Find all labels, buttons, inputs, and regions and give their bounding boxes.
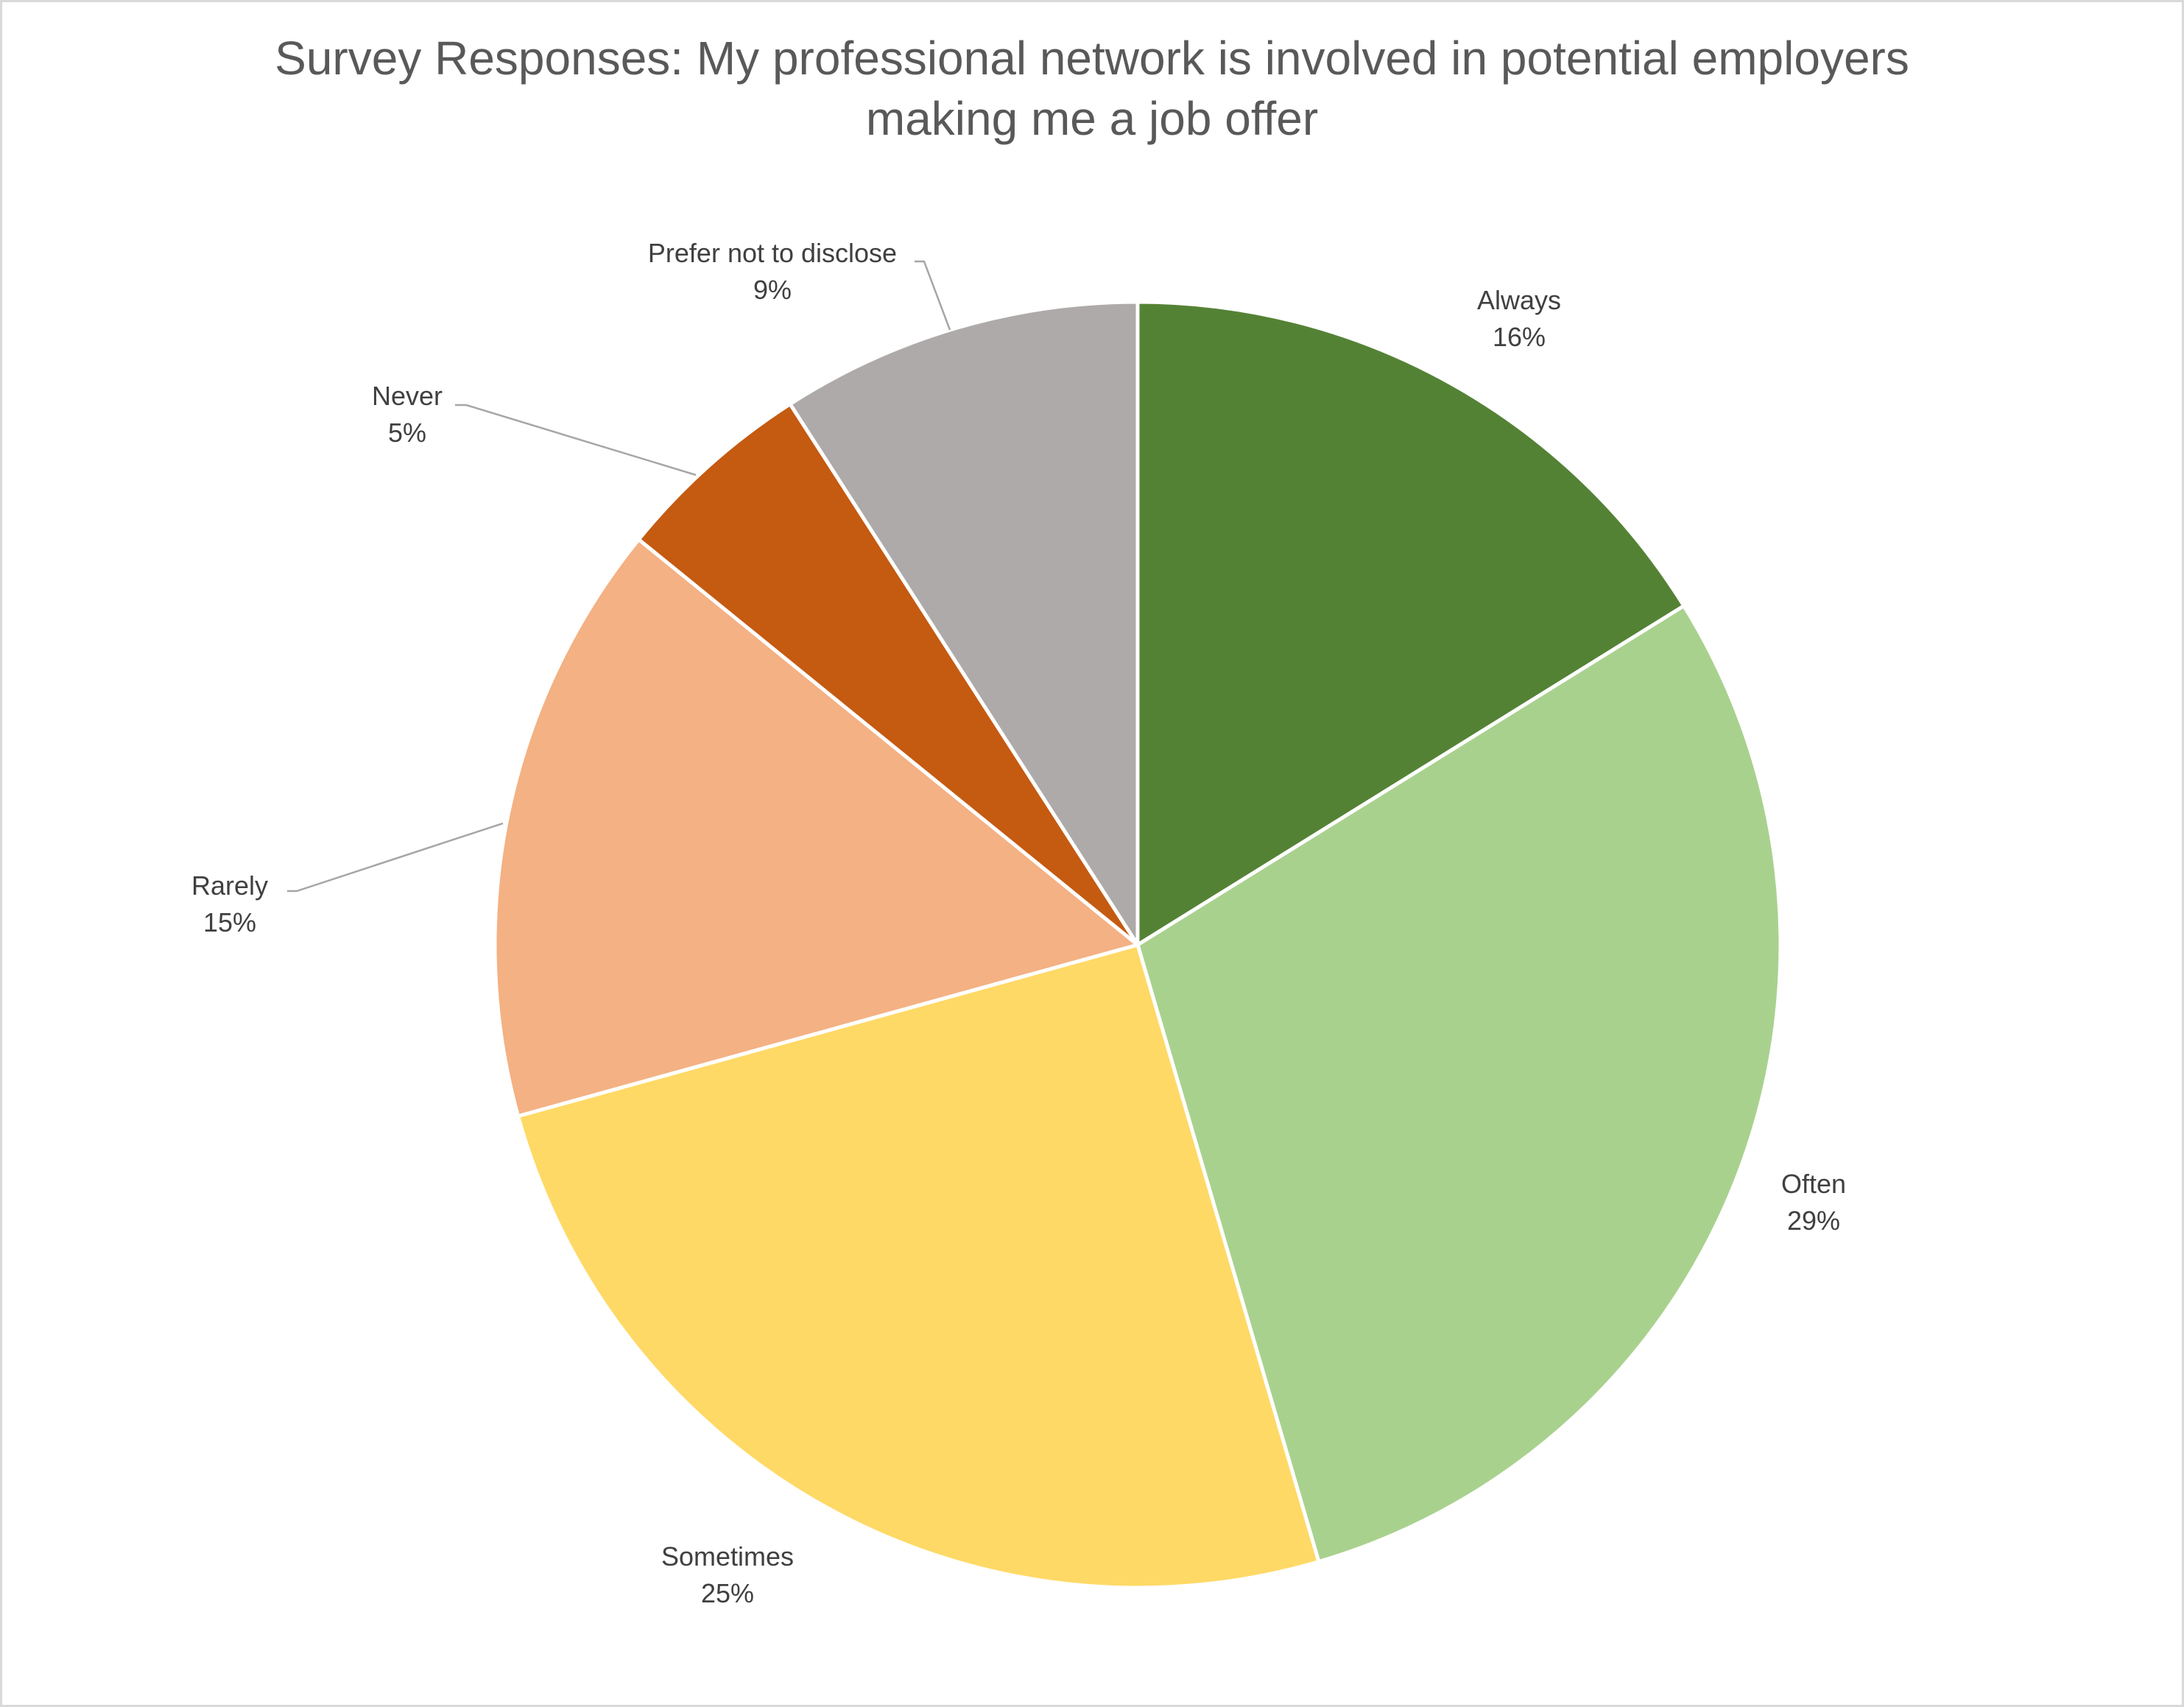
- data-label-category: Prefer not to disclose: [648, 238, 897, 268]
- data-label-percent: 25%: [701, 1578, 754, 1608]
- data-label-category: Sometimes: [661, 1541, 794, 1572]
- pie-slice-always: [1135, 300, 1686, 947]
- leader-line: [287, 822, 504, 893]
- data-label-percent: 9%: [753, 275, 792, 305]
- data-label-percent: 5%: [388, 418, 426, 448]
- leader-line: [455, 404, 697, 476]
- chart-title: Survey Responses: My professional networ…: [0, 28, 2184, 149]
- data-label-category: Always: [1477, 285, 1561, 315]
- data-label-category: Rarely: [191, 870, 268, 901]
- leader-lines: [287, 260, 951, 893]
- pie-slice-often: [1135, 604, 1783, 1564]
- data-label-percent: 29%: [1787, 1206, 1840, 1236]
- pie-slice-prefer-not-to-disclose: [788, 300, 1140, 947]
- data-label-percent: 15%: [203, 907, 256, 937]
- data-labels: Always 16% Often 29% Sometimes 25% Rarely 15% Ne…: [191, 238, 1846, 1608]
- chart-title-line-2: making me a job offer: [865, 92, 1319, 145]
- pie-slice-never: [636, 402, 1140, 947]
- data-label-category: Never: [372, 381, 443, 411]
- pie-slice-sometimes: [516, 943, 1321, 1590]
- leader-line: [915, 260, 951, 331]
- data-label-percent: 16%: [1493, 322, 1546, 352]
- chart-title-line-1: Survey Responses: My professional networ…: [275, 32, 1909, 85]
- pie-slice-rarely: [493, 538, 1140, 1119]
- data-label-category: Often: [1781, 1169, 1846, 1199]
- pie-slices: [493, 300, 1783, 1590]
